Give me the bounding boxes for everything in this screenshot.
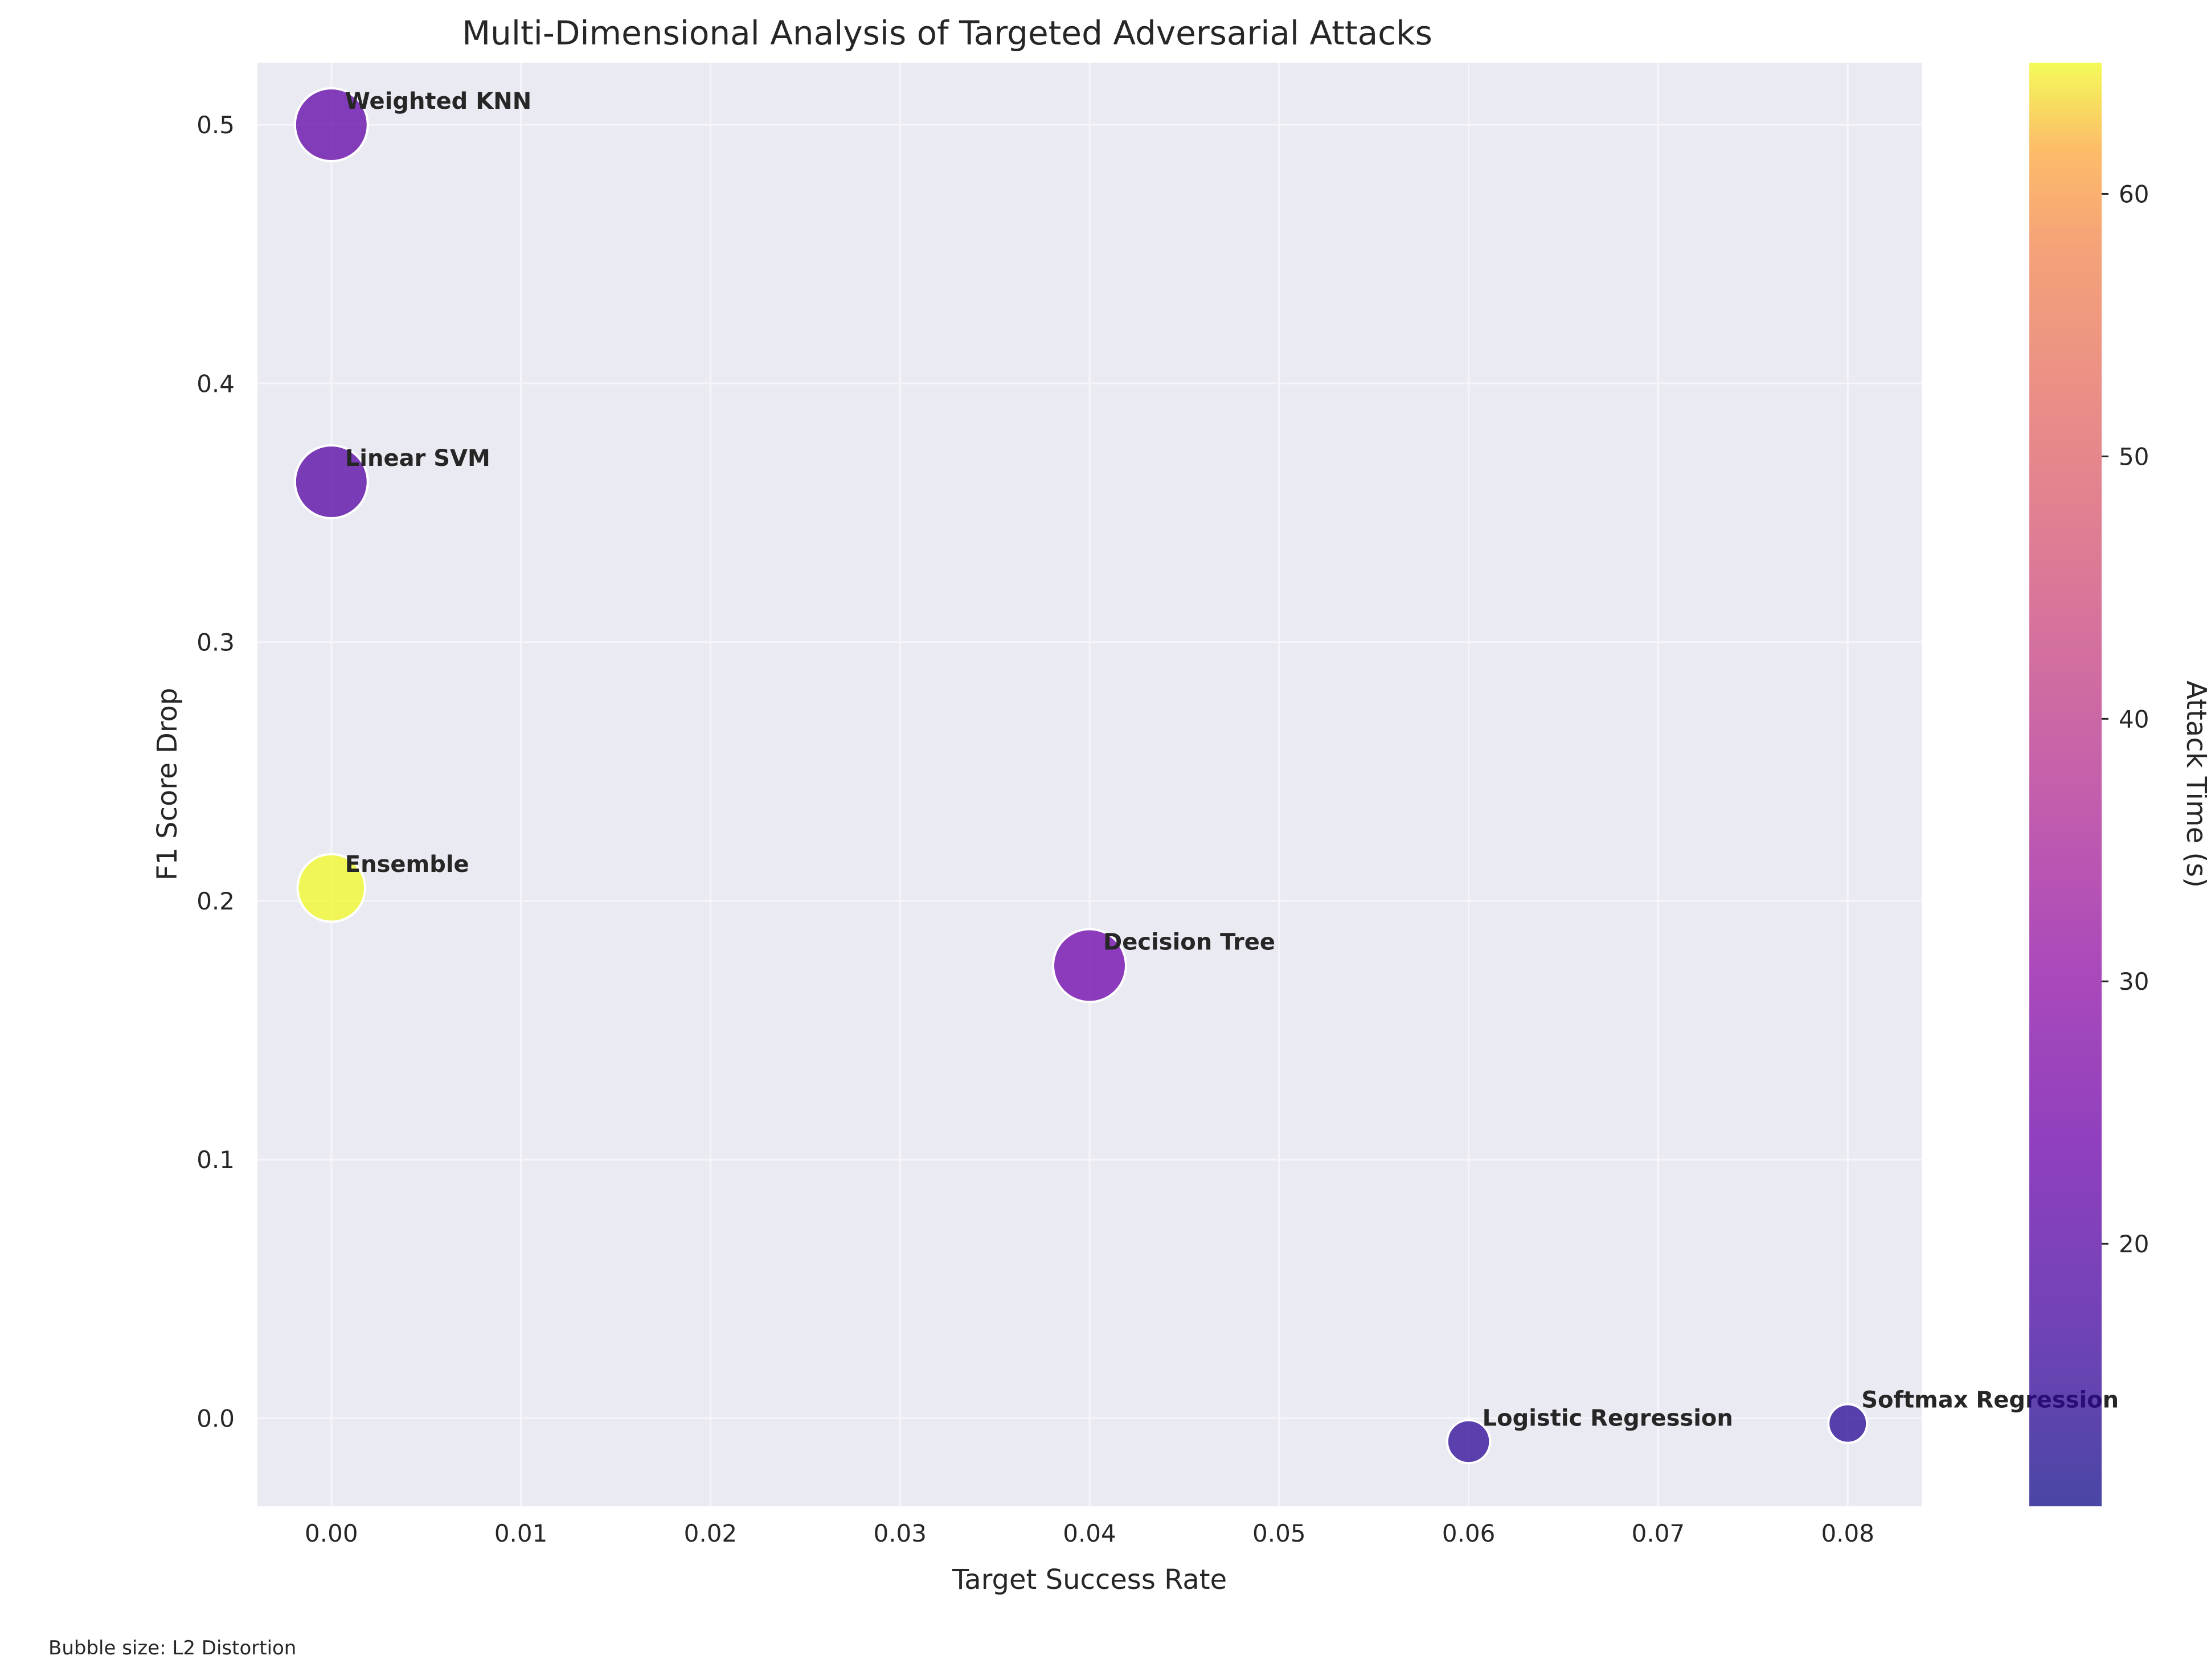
x-tick-label: 0.06	[1442, 1519, 1496, 1547]
x-tick-label: 0.00	[305, 1519, 358, 1547]
point-label: Ensemble	[345, 851, 469, 878]
y-tick-label: 0.5	[196, 111, 235, 139]
footnote: Bubble size: L2 Distortion	[48, 1637, 296, 1659]
point-label: Linear SVM	[345, 445, 490, 472]
y-axis-label: F1 Score Drop	[151, 688, 183, 881]
data-point	[296, 853, 367, 923]
y-tick-label: 0.4	[196, 370, 235, 398]
colorbar-tick-label: 50	[2119, 442, 2149, 470]
colorbar	[2029, 63, 2102, 1506]
colorbar-label: Attack Time (s)	[2180, 681, 2207, 888]
y-tick-label: 0.3	[196, 629, 235, 657]
x-tick-label: 0.02	[684, 1519, 738, 1547]
y-tick-label: 0.1	[196, 1146, 235, 1174]
colorbar-tick-label: 20	[2119, 1230, 2149, 1258]
y-tick-labels: 0.0 0.1 0.2 0.3 0.4 0.5	[196, 111, 235, 1433]
colorbar-tick-label: 30	[2119, 968, 2149, 995]
colorbar-ticks: 20 30 40 50 60	[2102, 180, 2149, 1258]
x-tick-label: 0.01	[494, 1519, 548, 1547]
x-tick-label: 0.07	[1632, 1519, 1685, 1547]
data-point	[293, 87, 369, 163]
point-label: Decision Tree	[1103, 929, 1275, 956]
x-tick-label: 0.05	[1252, 1519, 1306, 1547]
x-tick-label: 0.08	[1821, 1519, 1874, 1547]
y-tick-label: 0.2	[196, 887, 235, 915]
x-tick-labels: 0.00 0.01 0.02 0.03 0.04 0.05 0.06 0.07 0.08	[305, 1519, 1874, 1547]
data-point	[1052, 928, 1127, 1003]
data-points	[293, 87, 1869, 1465]
data-point	[293, 444, 369, 519]
y-tick-label: 0.0	[196, 1405, 235, 1433]
chart-title: Multi-Dimensional Analysis of Targeted A…	[462, 14, 1432, 52]
grid	[257, 63, 1922, 1506]
colorbar-tick-label: 60	[2119, 180, 2149, 208]
x-axis-label: Target Success Rate	[952, 1564, 1227, 1596]
point-label: Logistic Regression	[1483, 1405, 1733, 1431]
data-point	[1446, 1419, 1492, 1465]
colorbar-tick-label: 40	[2119, 705, 2149, 733]
x-tick-label: 0.04	[1063, 1519, 1116, 1547]
data-point	[1827, 1403, 1869, 1444]
point-label: Weighted KNN	[345, 88, 531, 114]
x-tick-label: 0.03	[873, 1519, 927, 1547]
